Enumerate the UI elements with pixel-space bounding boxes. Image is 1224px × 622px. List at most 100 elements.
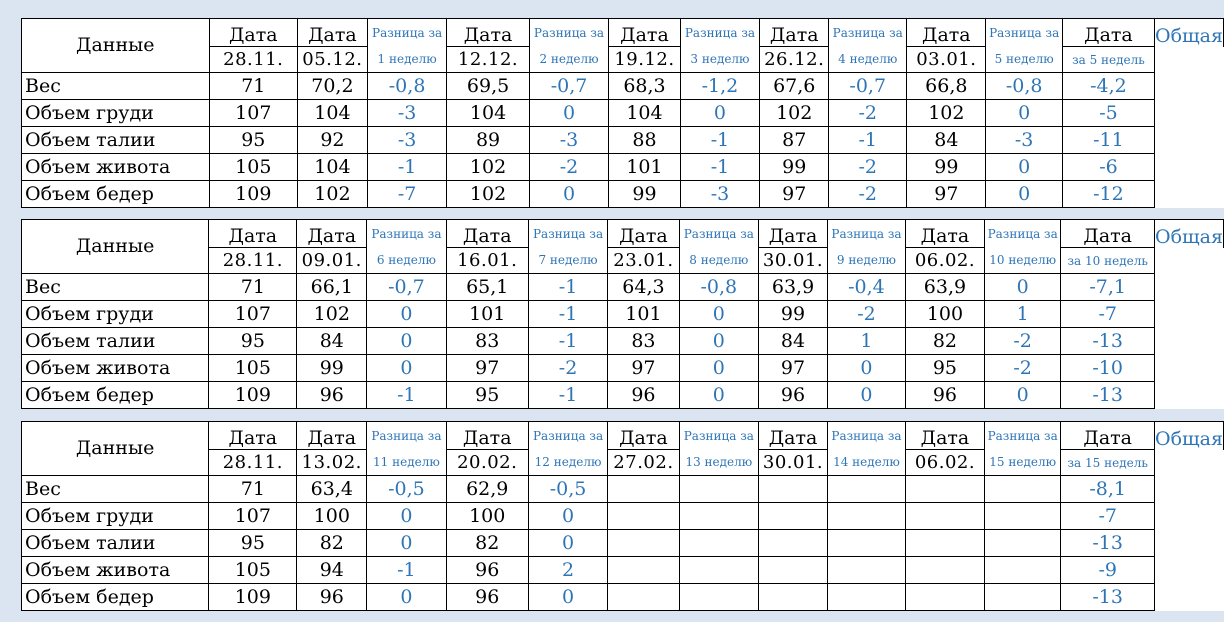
weekly-diff-value: 0: [678, 381, 760, 409]
row-label: Объем груди: [20, 502, 210, 530]
diff-week-label: 12 неделю: [527, 449, 609, 476]
measurement-value: 107: [208, 99, 299, 127]
weekly-diff-value: -0,5: [527, 475, 609, 503]
weekly-diff-value: -2: [828, 99, 908, 127]
weekly-diff-value: 0: [366, 502, 447, 530]
measurement-value: 102: [446, 180, 530, 208]
diff-week-label: 11 неделю: [366, 449, 447, 476]
weekly-diff-value: [983, 502, 1062, 530]
total-diff-value: -8,1: [1060, 475, 1155, 503]
weekly-diff-value: [983, 583, 1062, 611]
measurement-value: [904, 556, 985, 584]
weekly-diff-value: 0: [366, 583, 447, 611]
total-diff-value: -12: [1061, 180, 1156, 208]
measurement-value: [904, 502, 985, 530]
measurement-value: [758, 502, 828, 530]
date-label: Дата: [446, 18, 530, 47]
total-diff-value: -5: [1061, 99, 1156, 127]
weekly-diff-value: -3: [528, 126, 610, 154]
measurement-value: 104: [608, 99, 681, 127]
measurement-value: 100: [904, 300, 985, 328]
date-label: Дата: [1060, 219, 1155, 248]
measurement-value: 71: [208, 273, 298, 301]
date-value: 28.11.: [208, 247, 298, 274]
measurement-value: 97: [607, 354, 680, 382]
weekly-diff-value: 0: [983, 273, 1062, 301]
measurement-value: 66,1: [296, 273, 368, 301]
date-label: Дата: [758, 219, 828, 248]
date-value: 27.02.: [607, 449, 680, 476]
row-label: Вес: [20, 475, 210, 503]
total-weeks-label: за 5 недель: [1061, 46, 1156, 73]
weekly-diff-value: -1: [679, 153, 761, 181]
diff-week-label: 10 неделю: [983, 247, 1062, 274]
diff-header-label: Разница за: [366, 421, 447, 450]
diff-week-label: 5 неделю: [985, 46, 1063, 73]
row-label: Объем бедер: [20, 583, 210, 611]
measurement-value: 96: [445, 556, 529, 584]
date-value: 06.02.: [904, 247, 985, 274]
measurement-value: 101: [607, 300, 680, 328]
total-header-label: Общая: [1154, 421, 1224, 450]
measurement-value: 68,3: [608, 72, 681, 100]
measurement-value: 95: [904, 354, 985, 382]
date-label: Дата: [296, 421, 368, 450]
weekly-diff-value: -2: [828, 153, 908, 181]
date-value: 19.12.: [608, 46, 681, 73]
measurement-value: 101: [445, 300, 529, 328]
date-value: 30.01.: [758, 247, 828, 274]
measurement-value: 102: [906, 99, 987, 127]
table-row: Вес 71 70,2 -0,8 69,5 -0,7 68,3 -1,2 67,6 -0,7 66,…: [21, 72, 1224, 100]
table-row: Объем бедер 109 96 0 96 0 -13: [20, 583, 1224, 611]
diff-week-label: 8 неделю: [678, 247, 760, 274]
measurement-value: 96: [758, 381, 828, 409]
diff-week-label: 13 неделю: [678, 449, 760, 476]
measurement-value: [607, 475, 680, 503]
date-label: Дата: [608, 18, 681, 47]
measurement-value: 65,1: [445, 273, 529, 301]
weekly-diff-value: -1: [527, 300, 609, 328]
diff-header-label: Разница за: [985, 18, 1063, 47]
diff-header-label: Разница за: [527, 219, 609, 248]
measurement-value: 109: [208, 180, 299, 208]
total-weeks-label: за 15 недель: [1060, 449, 1155, 476]
row-label: Объем груди: [21, 99, 210, 127]
weekly-diff-value: 1: [826, 327, 906, 355]
row-label: Объем живота: [21, 153, 210, 181]
date-label: Дата: [208, 421, 298, 450]
measurement-value: 107: [208, 502, 298, 530]
weekly-diff-value: 0: [983, 381, 1062, 409]
measurement-value: [758, 583, 828, 611]
weekly-diff-value: [826, 583, 906, 611]
diff-header-label: Разница за: [826, 219, 906, 248]
measurement-value: 82: [904, 327, 985, 355]
measurement-value: 99: [296, 354, 368, 382]
weekly-diff-value: -1: [366, 381, 447, 409]
measurement-value: 70,2: [297, 72, 368, 100]
measurement-value: 102: [296, 300, 368, 328]
measurement-value: 96: [904, 381, 985, 409]
date-value: 26.12.: [759, 46, 830, 73]
measurement-value: 84: [296, 327, 368, 355]
total-diff-value: -11: [1061, 126, 1156, 154]
date-label: Дата: [906, 18, 987, 47]
total-header-label: Общая: [1154, 219, 1224, 248]
weekly-diff-value: -0,8: [366, 72, 448, 100]
weekly-diff-value: -3: [985, 126, 1063, 154]
date-value: 23.01.: [607, 247, 680, 274]
weekly-diff-value: [826, 475, 906, 503]
diff-week-label: 2 неделю: [528, 46, 610, 73]
weekly-diff-value: -0,7: [828, 72, 908, 100]
measurement-value: 67,6: [759, 72, 830, 100]
measurement-value: 71: [208, 475, 298, 503]
diff-header-label: Разница за: [366, 18, 448, 47]
measurement-value: [607, 583, 680, 611]
date-value: 28.11.: [208, 449, 298, 476]
measurement-value: 105: [208, 153, 299, 181]
weekly-diff-value: [678, 502, 760, 530]
weekly-diff-value: -1: [679, 126, 761, 154]
measurement-value: 95: [208, 126, 299, 154]
measurement-value: 95: [208, 327, 298, 355]
weekly-diff-value: -2: [828, 180, 908, 208]
weekly-diff-value: -2: [983, 327, 1062, 355]
